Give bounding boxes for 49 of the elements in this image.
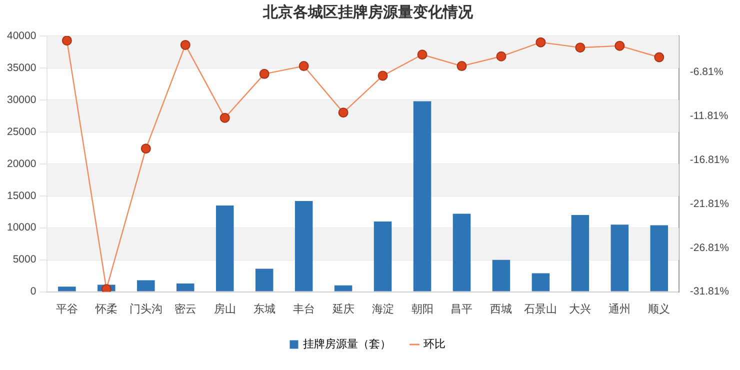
bar — [492, 260, 510, 292]
y-tick-label: 25000 — [6, 126, 36, 138]
y-tick-label: 40000 — [6, 30, 36, 42]
x-tick-label: 延庆 — [331, 302, 354, 316]
bar — [294, 200, 313, 292]
x-tick-label: 海淀 — [372, 302, 394, 316]
x-tick-label: 密云 — [174, 302, 196, 316]
bar — [413, 101, 432, 292]
bar — [452, 214, 471, 292]
x-tick-label: 东城 — [253, 302, 276, 316]
y-tick-label: 10000 — [6, 222, 36, 234]
y2-tick-label: -31.81% — [690, 286, 729, 298]
y2-tick-label: -16.81% — [690, 154, 729, 166]
bar — [650, 225, 668, 292]
bar — [334, 285, 352, 292]
legend-label: 挂牌房源量（套） — [303, 338, 391, 351]
x-tick-label: 门头沟 — [129, 302, 162, 316]
y2-tick-label: -21.81% — [690, 198, 729, 210]
y2-tick-label: -6.81% — [690, 66, 724, 78]
bar — [216, 205, 234, 292]
bar — [176, 283, 194, 292]
bar — [610, 224, 629, 292]
y-tick-label: 35000 — [6, 62, 36, 74]
x-tick-label: 朝阳 — [411, 302, 434, 316]
x-tick-label: 西城 — [490, 302, 512, 316]
x-tick-label: 通州 — [608, 302, 631, 316]
bar — [255, 268, 274, 292]
bar — [571, 215, 590, 292]
x-tick-label: 大兴 — [569, 302, 592, 316]
x-tick-label: 昌平 — [450, 303, 473, 316]
y-tick-label: 30000 — [6, 94, 36, 106]
bar — [532, 273, 550, 292]
chart-title: 北京各城区挂牌房源量变化情况 — [262, 2, 474, 21]
y2-tick-label: -26.81% — [690, 242, 729, 254]
x-tick-label: 顺义 — [648, 302, 670, 316]
x-tick-label: 平谷 — [56, 303, 78, 316]
bar — [137, 280, 155, 292]
x-tick-label: 怀柔 — [94, 303, 118, 316]
y2-tick-label: -11.81% — [690, 110, 728, 122]
bar — [58, 286, 76, 292]
bar — [374, 221, 392, 292]
x-tick-label: 丰台 — [292, 302, 315, 316]
y-tick-label: 0 — [30, 286, 36, 298]
y-tick-label: 20000 — [6, 158, 36, 170]
x-tick-label: 石景山 — [524, 302, 558, 316]
y-tick-label: 5000 — [12, 254, 36, 266]
legend-label: 环比 — [424, 338, 446, 351]
x-tick-label: 房山 — [214, 302, 236, 316]
y-tick-label: 15000 — [6, 190, 36, 202]
